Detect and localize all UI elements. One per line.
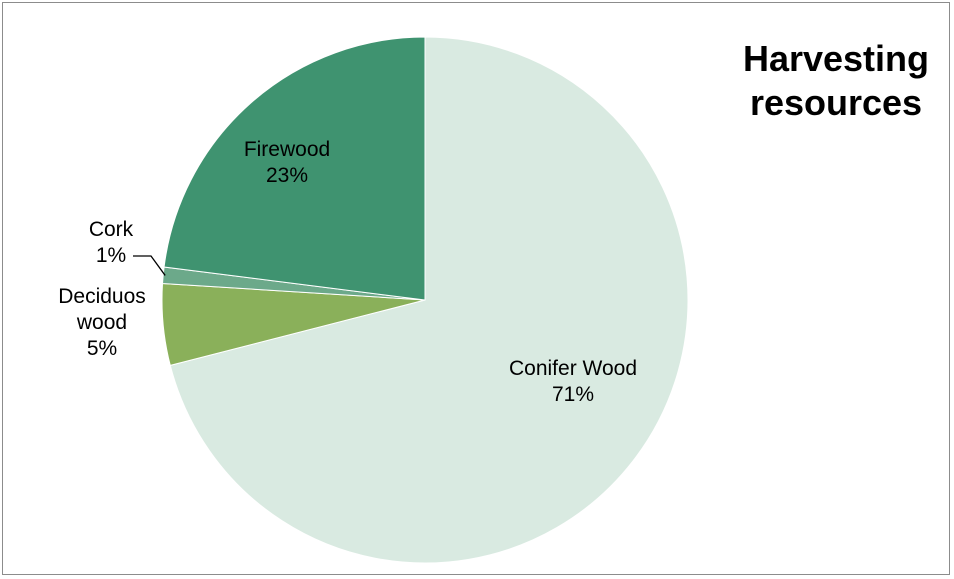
slice-label-deciduos-wood: Deciduos wood 5%	[58, 285, 146, 360]
pie-slice-firewood	[163, 36, 426, 301]
chart-title-line-1: Harvesting	[742, 38, 930, 79]
slice-label-firewood: Firewood 23%	[244, 138, 330, 187]
leader-line-cork	[133, 255, 166, 276]
pie-slices	[161, 36, 689, 564]
pie-slice-conifer-wood	[169, 36, 689, 564]
slice-label-conifer-wood: Conifer Wood 71%	[509, 357, 637, 406]
chart-title: Harvesting resources	[691, 37, 949, 125]
pie-labels: Conifer Wood 71% Deciduos wood 5% Cork 1% Firew…	[58, 138, 637, 406]
slice-label-cork: Cork 1%	[89, 218, 134, 267]
chart-title-line-2: resources	[749, 82, 923, 123]
pie-chart: Conifer Wood 71% Deciduos wood 5% Cork 1% Firew…	[58, 36, 689, 564]
